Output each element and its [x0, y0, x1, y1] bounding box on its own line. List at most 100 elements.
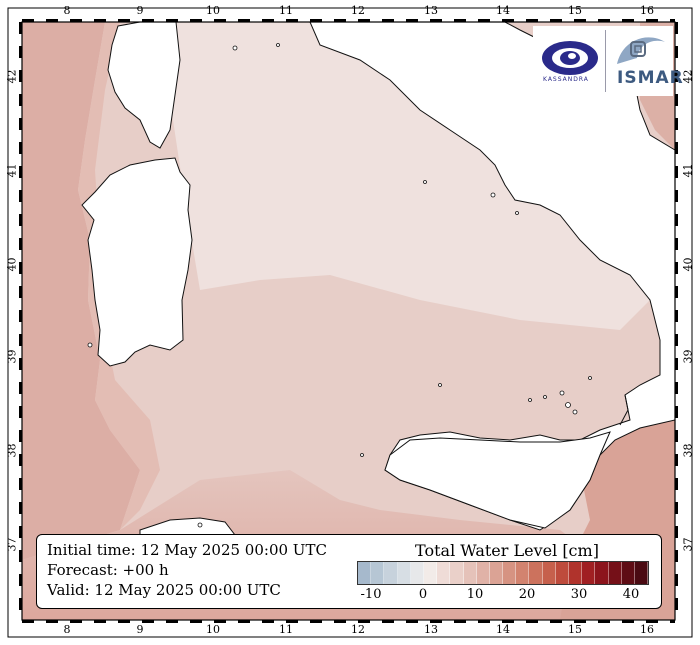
frame-segment [22, 620, 34, 623]
island [515, 211, 519, 215]
colorbar-swatch [423, 562, 438, 584]
kassandra-eye-icon [542, 41, 598, 75]
frame-segment [19, 502, 22, 514]
frame-segment [526, 620, 538, 623]
longitude-tick-label-top: 9 [136, 4, 144, 17]
frame-segment [19, 70, 22, 82]
frame-segment [19, 430, 22, 442]
frame-segment [118, 620, 130, 623]
frame-segment [675, 502, 678, 514]
frame-segment [310, 620, 322, 623]
frame-segment [675, 262, 678, 274]
longitude-tick-label-bottom: 9 [136, 623, 144, 636]
island [543, 395, 547, 399]
initial-time-label: Initial time: 12 May 2025 00:00 UTC [47, 541, 327, 559]
frame-segment [502, 19, 514, 22]
frame-segment [19, 382, 22, 394]
frame-segment [19, 190, 22, 202]
longitude-tick-label-bottom: 8 [63, 623, 71, 636]
longitude-tick-label-bottom: 10 [206, 623, 220, 636]
kassandra-logo-text: KASSANDRA [543, 76, 589, 83]
island [438, 383, 442, 387]
longitude-tick-label-top: 16 [640, 4, 654, 17]
frame-segment [166, 19, 178, 22]
longitude-tick-label-bottom: 13 [424, 623, 438, 636]
island [559, 390, 565, 396]
island [360, 453, 364, 457]
frame-segment [502, 620, 514, 623]
frame-segment [70, 19, 82, 22]
frame-segment [478, 620, 490, 623]
frame-segment [190, 19, 202, 22]
frame-segment [430, 620, 442, 623]
colorbar: Total Water Level [cm] -10 0 10 20 30 40 [357, 535, 657, 610]
frame-segment [142, 19, 154, 22]
frame-segment [675, 46, 678, 58]
longitude-tick-label-top: 14 [496, 4, 510, 17]
frame-segment [19, 574, 22, 586]
logo-area: KASSANDRA ISMAR [533, 26, 683, 96]
frame-segment [19, 550, 22, 562]
latitude-tick-label-right: 38 [681, 443, 695, 458]
frame-segment [675, 550, 678, 562]
colorbar-swatch [450, 562, 464, 584]
frame-segment [46, 19, 58, 22]
frame-segment [310, 19, 322, 22]
frame-segment [675, 142, 678, 154]
frame-segment [19, 598, 22, 610]
map-frame [7, 7, 693, 638]
legend-box: Initial time: 12 May 2025 00:00 UTC Fore… [36, 534, 662, 609]
colorbar-swatch [595, 562, 609, 584]
frame-segment [675, 334, 678, 346]
frame-segment [454, 19, 466, 22]
longitude-tick-label-top: 12 [351, 4, 365, 17]
longitude-tick-label-top: 13 [424, 4, 438, 17]
frame-segment [142, 620, 154, 623]
frame-segment [22, 19, 34, 22]
latitude-tick-label-right: 41 [681, 163, 695, 178]
frame-segment [406, 620, 418, 623]
frame-segment [675, 478, 678, 490]
forecast-label: Forecast: +00 h [47, 561, 169, 579]
frame-segment [286, 19, 298, 22]
frame-segment [238, 19, 250, 22]
frame-segment [598, 19, 610, 22]
frame-segment [646, 19, 658, 22]
longitude-tick-label-top: 11 [279, 4, 293, 17]
frame-segment [454, 620, 466, 623]
longitude-tick-label-top: 10 [206, 4, 220, 17]
frame-segment [675, 406, 678, 418]
corsica-land [107, 21, 181, 149]
frame-segment [94, 19, 106, 22]
island [528, 398, 532, 402]
frame-segment [19, 334, 22, 346]
island [197, 522, 203, 528]
frame-segment [430, 19, 442, 22]
latitude-tick-label-right: 39 [681, 349, 695, 364]
colorbar-swatch [371, 562, 385, 584]
frame-segment [675, 166, 678, 178]
island [276, 43, 280, 47]
sardinia-land [81, 157, 193, 367]
colorbar-swatch [410, 562, 424, 584]
frame-segment [19, 214, 22, 226]
frame-segment [19, 118, 22, 130]
frame-segment [675, 238, 678, 250]
frame-segment [19, 262, 22, 274]
frame-segment [19, 286, 22, 298]
frame-segment [358, 620, 370, 623]
colorbar-swatch [397, 562, 411, 584]
frame-segment [675, 574, 678, 586]
sea-west-warm [22, 22, 140, 560]
latitude-tick-label-left: 39 [5, 349, 19, 364]
longitude-tick-label-bottom: 16 [640, 623, 654, 636]
frame-segment [118, 19, 130, 22]
frame-segment [358, 19, 370, 22]
ismar-wave-icon [617, 37, 665, 64]
island [572, 409, 578, 415]
frame-segment [550, 19, 562, 22]
frame-segment [19, 22, 22, 34]
colorbar-swatch [516, 562, 530, 584]
frame-segment [574, 620, 586, 623]
